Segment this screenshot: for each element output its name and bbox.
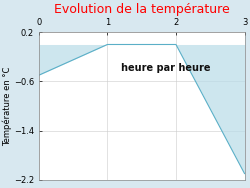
- Y-axis label: Température en °C: Température en °C: [3, 66, 12, 146]
- Title: Evolution de la température: Evolution de la température: [54, 3, 230, 16]
- Text: heure par heure: heure par heure: [121, 63, 210, 73]
